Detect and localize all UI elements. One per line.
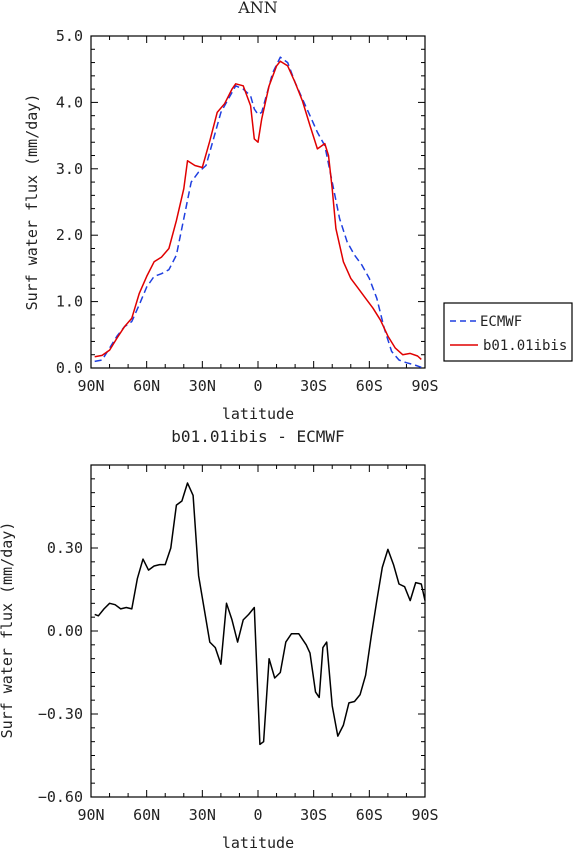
series-line-difference (94, 482, 426, 746)
y-tick-label: 4.0 (56, 93, 83, 111)
x-tick-label: 60N (133, 806, 160, 824)
y-tick-label: 3.0 (56, 160, 83, 178)
x-tick-label: 30S (300, 806, 327, 824)
top-title: ANN (237, 0, 278, 17)
bottom-y-axis-label: Surf water flux (mm/day) (0, 522, 16, 739)
series-line-b01-01ibis (94, 60, 422, 360)
y-tick-label: −0.30 (38, 705, 83, 723)
x-tick-label: 90S (411, 377, 438, 395)
y-tick-label: 0.0 (56, 359, 83, 377)
y-tick-label: 0.30 (47, 539, 83, 557)
x-tick-label: 0 (253, 806, 262, 824)
top-panel: ANN Surf water flux (mm/day) 90N 60N 30N 0 3… (23, 0, 573, 423)
plot-frame (90, 464, 426, 798)
top-x-axis-label: latitude (222, 405, 294, 423)
legend-box (443, 302, 573, 362)
x-tick-label: 30N (189, 806, 216, 824)
x-tick-label: 90S (411, 806, 438, 824)
x-tick-label: 60N (133, 377, 160, 395)
x-tick-label: 90N (77, 377, 104, 395)
top-legend: ECMWF b01.01ibis (443, 302, 573, 362)
x-tick-label: 0 (253, 377, 262, 395)
y-tick-label: 1.0 (56, 293, 83, 311)
y-tick-label: 5.0 (56, 27, 83, 45)
x-tick-label: 30S (300, 377, 327, 395)
y-tick-label: 0.00 (47, 622, 83, 640)
x-tick-label: 90N (77, 806, 104, 824)
bottom-title: b01.01ibis - ECMWF (171, 427, 344, 446)
legend-label-b0101ibis: b01.01ibis (483, 338, 567, 354)
top-y-axis-label: Surf water flux (mm/day) (23, 94, 41, 311)
y-tick-label: 2.0 (56, 226, 83, 244)
x-tick-label: 60S (356, 806, 383, 824)
x-tick-label: 60S (356, 377, 383, 395)
bottom-plot: 90N 60N 30N 0 30S 60S 90S −0.60 −0.30 0.00 0.30 (38, 464, 439, 824)
plot-frame (90, 35, 426, 369)
y-tick-label: −0.60 (38, 788, 83, 806)
bottom-x-axis-label: latitude (222, 834, 294, 851)
series-line-ecmwf (94, 56, 422, 369)
legend-label-ecmwf: ECMWF (480, 314, 522, 330)
top-plot: 90N 60N 30N 0 30S 60S 90S 0.0 1.0 2.0 3.0 4.0 5.0 (56, 27, 439, 395)
x-tick-label: 30N (189, 377, 216, 395)
bottom-panel: b01.01ibis - ECMWF Surf water flux (mm/d… (0, 427, 439, 851)
